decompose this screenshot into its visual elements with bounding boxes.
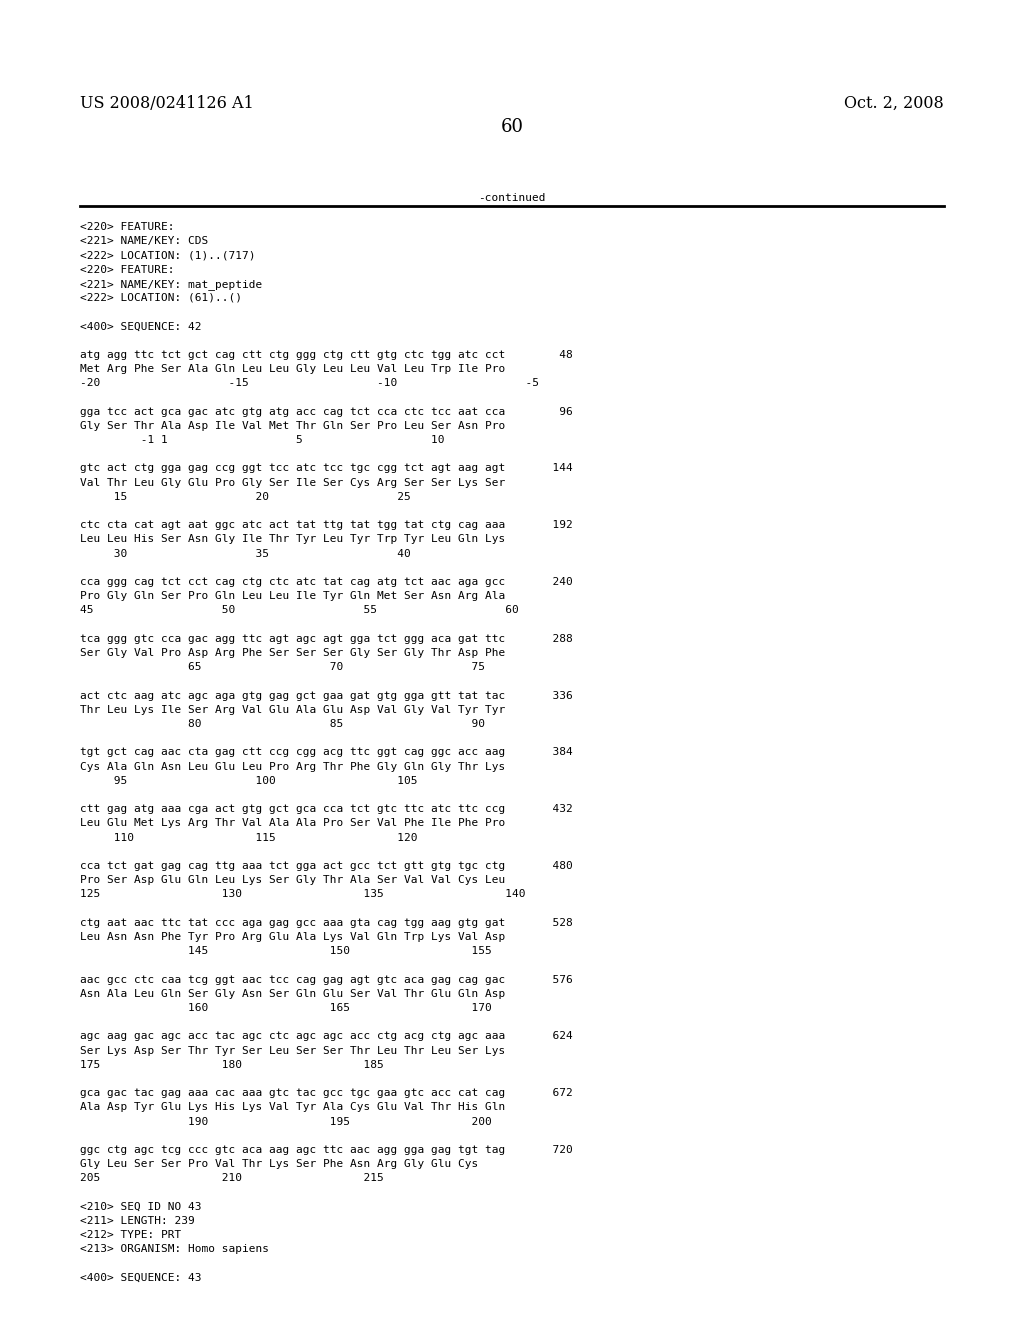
Text: <221> NAME/KEY: mat_peptide: <221> NAME/KEY: mat_peptide: [80, 279, 262, 289]
Text: 80                   85                   90: 80 85 90: [80, 719, 485, 729]
Text: <210> SEQ ID NO 43: <210> SEQ ID NO 43: [80, 1201, 202, 1212]
Text: US 2008/0241126 A1: US 2008/0241126 A1: [80, 95, 254, 112]
Text: Val Thr Leu Gly Glu Pro Gly Ser Ile Ser Cys Arg Ser Ser Lys Ser: Val Thr Leu Gly Glu Pro Gly Ser Ile Ser …: [80, 478, 505, 487]
Text: Leu Asn Asn Phe Tyr Pro Arg Glu Ala Lys Val Gln Trp Lys Val Asp: Leu Asn Asn Phe Tyr Pro Arg Glu Ala Lys …: [80, 932, 505, 942]
Text: Ser Lys Asp Ser Thr Tyr Ser Leu Ser Ser Thr Leu Thr Leu Ser Lys: Ser Lys Asp Ser Thr Tyr Ser Leu Ser Ser …: [80, 1045, 505, 1056]
Text: gtc act ctg gga gag ccg ggt tcc atc tcc tgc cgg tct agt aag agt       144: gtc act ctg gga gag ccg ggt tcc atc tcc …: [80, 463, 572, 474]
Text: 145                  150                  155: 145 150 155: [80, 946, 492, 956]
Text: gca gac tac gag aaa cac aaa gtc tac gcc tgc gaa gtc acc cat cag       672: gca gac tac gag aaa cac aaa gtc tac gcc …: [80, 1088, 572, 1098]
Text: ctc cta cat agt aat ggc atc act tat ttg tat tgg tat ctg cag aaa       192: ctc cta cat agt aat ggc atc act tat ttg …: [80, 520, 572, 531]
Text: 205                  210                  215: 205 210 215: [80, 1173, 384, 1184]
Text: Pro Ser Asp Glu Gln Leu Lys Ser Gly Thr Ala Ser Val Val Cys Leu: Pro Ser Asp Glu Gln Leu Lys Ser Gly Thr …: [80, 875, 505, 886]
Text: cca tct gat gag cag ttg aaa tct gga act gcc tct gtt gtg tgc ctg       480: cca tct gat gag cag ttg aaa tct gga act …: [80, 861, 572, 871]
Text: ggc ctg agc tcg ccc gtc aca aag agc ttc aac agg gga gag tgt tag       720: ggc ctg agc tcg ccc gtc aca aag agc ttc …: [80, 1144, 572, 1155]
Text: agc aag gac agc acc tac agc ctc agc agc acc ctg acg ctg agc aaa       624: agc aag gac agc acc tac agc ctc agc agc …: [80, 1031, 572, 1041]
Text: Met Arg Phe Ser Ala Gln Leu Leu Gly Leu Leu Val Leu Trp Ile Pro: Met Arg Phe Ser Ala Gln Leu Leu Gly Leu …: [80, 364, 505, 374]
Text: <222> LOCATION: (1)..(717): <222> LOCATION: (1)..(717): [80, 251, 256, 260]
Text: 30                   35                   40: 30 35 40: [80, 549, 411, 558]
Text: Thr Leu Lys Ile Ser Arg Val Glu Ala Glu Asp Val Gly Val Tyr Tyr: Thr Leu Lys Ile Ser Arg Val Glu Ala Glu …: [80, 705, 505, 715]
Text: <220> FEATURE:: <220> FEATURE:: [80, 264, 174, 275]
Text: <211> LENGTH: 239: <211> LENGTH: 239: [80, 1216, 195, 1226]
Text: 160                  165                  170: 160 165 170: [80, 1003, 492, 1012]
Text: aac gcc ctc caa tcg ggt aac tcc cag gag agt gtc aca gag cag gac       576: aac gcc ctc caa tcg ggt aac tcc cag gag …: [80, 974, 572, 985]
Text: cca ggg cag tct cct cag ctg ctc atc tat cag atg tct aac aga gcc       240: cca ggg cag tct cct cag ctg ctc atc tat …: [80, 577, 572, 587]
Text: Gly Ser Thr Ala Asp Ile Val Met Thr Gln Ser Pro Leu Ser Asn Pro: Gly Ser Thr Ala Asp Ile Val Met Thr Gln …: [80, 421, 505, 430]
Text: <222> LOCATION: (61)..(): <222> LOCATION: (61)..(): [80, 293, 242, 304]
Text: tgt gct cag aac cta gag ctt ccg cgg acg ttc ggt cag ggc acc aag       384: tgt gct cag aac cta gag ctt ccg cgg acg …: [80, 747, 572, 758]
Text: Oct. 2, 2008: Oct. 2, 2008: [844, 95, 944, 112]
Text: ctg aat aac ttc tat ccc aga gag gcc aaa gta cag tgg aag gtg gat       528: ctg aat aac ttc tat ccc aga gag gcc aaa …: [80, 917, 572, 928]
Text: 65                   70                   75: 65 70 75: [80, 663, 485, 672]
Text: Asn Ala Leu Gln Ser Gly Asn Ser Gln Glu Ser Val Thr Glu Gln Asp: Asn Ala Leu Gln Ser Gly Asn Ser Gln Glu …: [80, 989, 505, 999]
Text: 15                   20                   25: 15 20 25: [80, 492, 411, 502]
Text: 190                  195                  200: 190 195 200: [80, 1117, 492, 1126]
Text: <212> TYPE: PRT: <212> TYPE: PRT: [80, 1230, 181, 1241]
Text: tca ggg gtc cca gac agg ttc agt agc agt gga tct ggg aca gat ttc       288: tca ggg gtc cca gac agg ttc agt agc agt …: [80, 634, 572, 644]
Text: Leu Leu His Ser Asn Gly Ile Thr Tyr Leu Tyr Trp Tyr Leu Gln Lys: Leu Leu His Ser Asn Gly Ile Thr Tyr Leu …: [80, 535, 505, 544]
Text: atg agg ttc tct gct cag ctt ctg ggg ctg ctt gtg ctc tgg atc cct        48: atg agg ttc tct gct cag ctt ctg ggg ctg …: [80, 350, 572, 360]
Text: <220> FEATURE:: <220> FEATURE:: [80, 222, 174, 232]
Text: 175                  180                  185: 175 180 185: [80, 1060, 384, 1069]
Text: Ser Gly Val Pro Asp Arg Phe Ser Ser Ser Gly Ser Gly Thr Asp Phe: Ser Gly Val Pro Asp Arg Phe Ser Ser Ser …: [80, 648, 505, 657]
Text: <213> ORGANISM: Homo sapiens: <213> ORGANISM: Homo sapiens: [80, 1245, 269, 1254]
Text: <221> NAME/KEY: CDS: <221> NAME/KEY: CDS: [80, 236, 208, 247]
Text: -20                   -15                   -10                   -5: -20 -15 -10 -5: [80, 379, 539, 388]
Text: act ctc aag atc agc aga gtg gag gct gaa gat gtg gga gtt tat tac       336: act ctc aag atc agc aga gtg gag gct gaa …: [80, 690, 572, 701]
Text: Cys Ala Gln Asn Leu Glu Leu Pro Arg Thr Phe Gly Gln Gly Thr Lys: Cys Ala Gln Asn Leu Glu Leu Pro Arg Thr …: [80, 762, 505, 772]
Text: gga tcc act gca gac atc gtg atg acc cag tct cca ctc tcc aat cca        96: gga tcc act gca gac atc gtg atg acc cag …: [80, 407, 572, 417]
Text: ctt gag atg aaa cga act gtg gct gca cca tct gtc ttc atc ttc ccg       432: ctt gag atg aaa cga act gtg gct gca cca …: [80, 804, 572, 814]
Text: 110                  115                  120: 110 115 120: [80, 833, 418, 842]
Text: Gly Leu Ser Ser Pro Val Thr Lys Ser Phe Asn Arg Gly Glu Cys: Gly Leu Ser Ser Pro Val Thr Lys Ser Phe …: [80, 1159, 478, 1170]
Text: Ala Asp Tyr Glu Lys His Lys Val Tyr Ala Cys Glu Val Thr His Gln: Ala Asp Tyr Glu Lys His Lys Val Tyr Ala …: [80, 1102, 505, 1113]
Text: 125                  130                  135                  140: 125 130 135 140: [80, 890, 525, 899]
Text: 45                   50                   55                   60: 45 50 55 60: [80, 606, 519, 615]
Text: Leu Glu Met Lys Arg Thr Val Ala Ala Pro Ser Val Phe Ile Phe Pro: Leu Glu Met Lys Arg Thr Val Ala Ala Pro …: [80, 818, 505, 829]
Text: <400> SEQUENCE: 42: <400> SEQUENCE: 42: [80, 321, 202, 331]
Text: Pro Gly Gln Ser Pro Gln Leu Leu Ile Tyr Gln Met Ser Asn Arg Ala: Pro Gly Gln Ser Pro Gln Leu Leu Ile Tyr …: [80, 591, 505, 601]
Text: -continued: -continued: [478, 193, 546, 203]
Text: 95                   100                  105: 95 100 105: [80, 776, 418, 785]
Text: 60: 60: [501, 117, 523, 136]
Text: <400> SEQUENCE: 43: <400> SEQUENCE: 43: [80, 1272, 202, 1283]
Text: -1 1                   5                   10: -1 1 5 10: [80, 436, 444, 445]
